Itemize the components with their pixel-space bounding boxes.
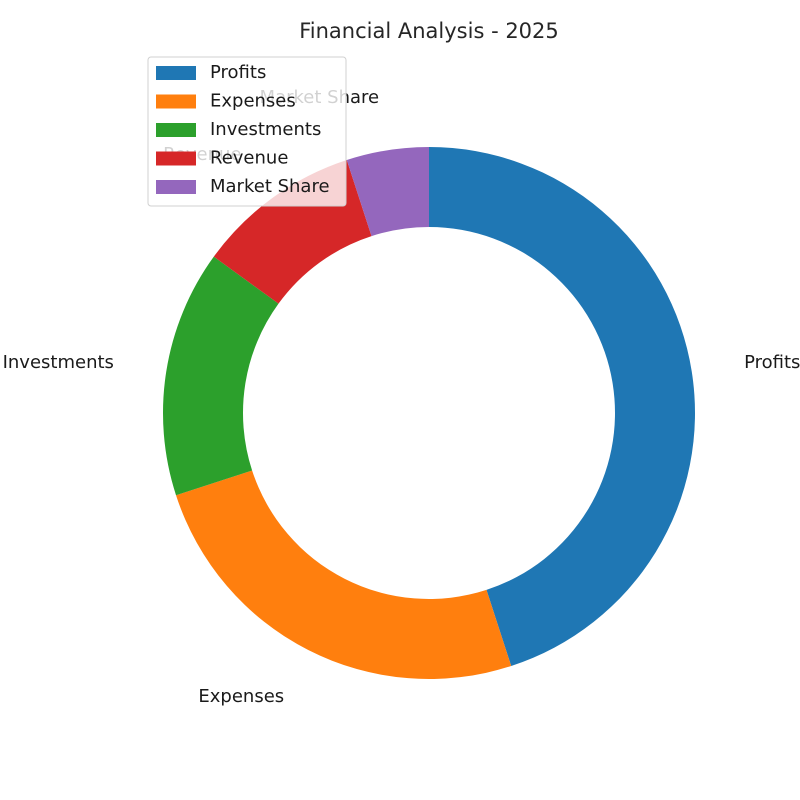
slice-profits	[429, 147, 695, 666]
legend-swatch-expenses	[156, 94, 196, 109]
legend-swatch-investments	[156, 123, 196, 137]
slices-group	[163, 147, 695, 679]
slice-label-expenses: Expenses	[198, 686, 284, 707]
chart-title: Financial Analysis - 2025	[299, 19, 559, 43]
slice-investments	[163, 256, 279, 496]
legend-label-investments: Investments	[210, 119, 321, 140]
legend-swatch-revenue	[156, 151, 196, 166]
legend: Profits Expenses Investments Revenue Market …	[147, 56, 347, 207]
legend-label-profits: Profits	[210, 62, 266, 83]
slice-label-profits: Profits	[744, 352, 800, 373]
slice-label-investments: Investments	[3, 352, 114, 373]
slice-market-share	[346, 147, 429, 237]
slice-expenses	[176, 470, 512, 679]
legend-label-expenses: Expenses	[210, 91, 296, 112]
legend-label-market-share: Market Share	[210, 176, 330, 197]
legend-label-revenue: Revenue	[210, 148, 288, 169]
legend-swatch-market-share	[156, 180, 196, 194]
legend-swatch-profits	[156, 66, 196, 80]
legend-frame	[147, 56, 347, 207]
